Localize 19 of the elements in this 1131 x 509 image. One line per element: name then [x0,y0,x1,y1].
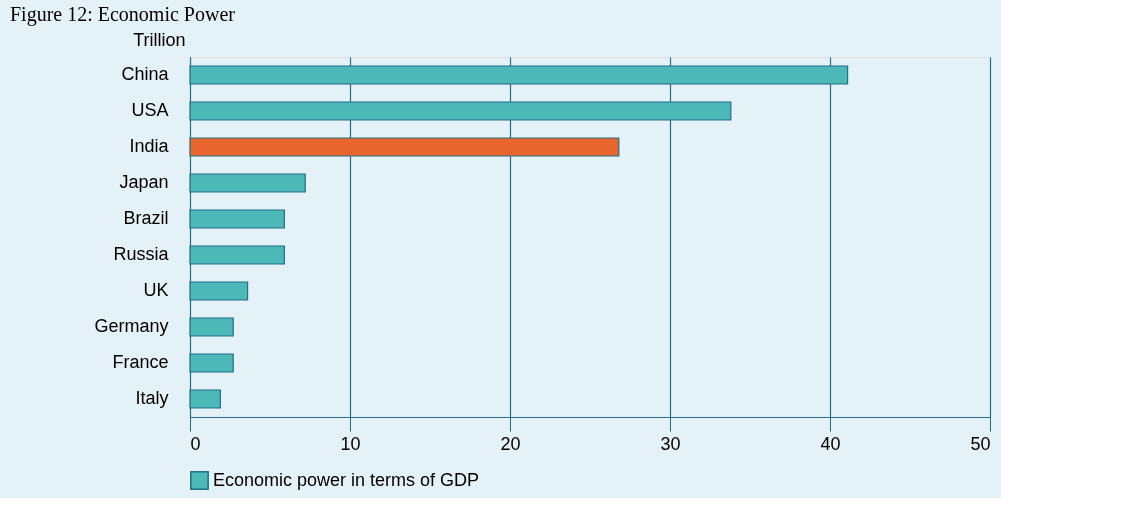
x-tick-label: 10 [340,433,361,454]
x-tick-label: 40 [820,433,841,454]
legend-label: Economic power in terms of GDP [213,469,480,490]
y-tick-label: China [121,64,170,84]
y-tick-label: UK [143,280,169,300]
y-tick-label: USA [131,100,169,120]
y-tick-label: Russia [113,244,170,264]
y-tick-label: India [129,136,170,156]
x-tick-label: 50 [970,433,991,454]
y-tick-label: Brazil [123,208,169,228]
chart-title: Figure 12: Economic Power [10,3,236,26]
x-tick-label: 30 [660,433,681,454]
y-tick-label: Italy [135,388,169,408]
y-tick-label: France [112,352,169,372]
x-tick-label: 20 [500,433,521,454]
x-tick-label: 0 [190,433,201,454]
y-tick-label: Germany [94,316,169,336]
y-tick-label: Japan [119,172,169,192]
y-axis-title: Trillion [133,29,186,50]
